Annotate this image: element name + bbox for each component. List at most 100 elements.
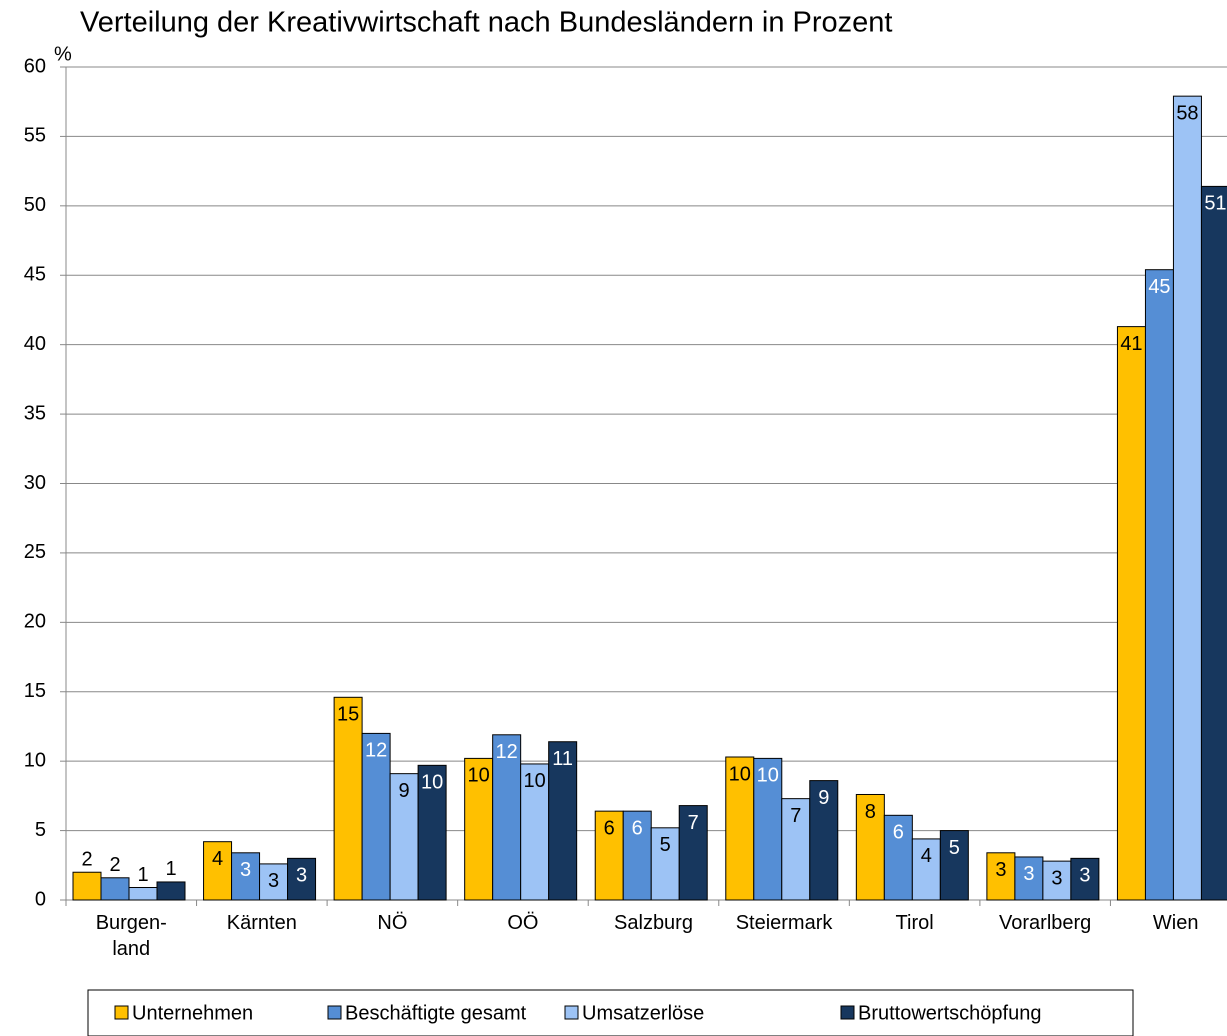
y-tick-label: 50 [24,194,46,216]
bar [809,780,839,901]
x-tick-label: Salzburg [614,912,693,934]
data-label: 11 [552,748,573,770]
data-label: 7 [688,812,699,834]
x-tick-label: Vorarlberg [999,912,1092,934]
y-axis-label: % [54,43,72,65]
legend-label: Unternehmen [132,1002,253,1024]
data-label: 58 [1176,102,1198,124]
bar [417,764,447,901]
data-label: 10 [757,765,779,787]
bar [650,827,680,901]
bar [259,863,289,901]
data-label: 51 [1204,193,1226,215]
legend-swatch [327,1005,342,1020]
y-tick-label: 20 [24,611,46,633]
data-label: 4 [921,845,932,867]
data-label: 5 [949,837,960,859]
data-label: 7 [790,805,801,827]
y-tick-label: 45 [24,264,46,286]
bar [622,810,652,901]
data-label: 3 [268,870,279,892]
data-label: 12 [365,740,387,762]
bar [287,857,317,901]
data-label: 3 [240,859,251,881]
legend-label: Bruttowertschöpfung [858,1002,1041,1024]
data-label: 6 [893,822,904,844]
data-label: 10 [421,772,443,794]
bar [1070,857,1100,901]
data-label: 8 [865,801,876,823]
data-label: 3 [296,865,307,887]
bar [855,793,885,901]
data-label: 3 [1079,865,1090,887]
bar [464,757,494,901]
data-label: 2 [109,854,120,876]
data-label: 10 [468,765,490,787]
x-tick-label: NÖ [377,912,408,934]
bar [594,810,624,901]
legend-swatch [840,1005,855,1020]
data-label: 6 [632,817,643,839]
y-tick-label: 55 [24,125,46,147]
x-tick-label: Wien [1152,912,1199,934]
legend-label: Umsatzerlöse [582,1002,704,1024]
bar [753,757,783,901]
bar [986,852,1016,901]
data-label: 3 [1051,867,1062,889]
legend-swatch [564,1005,579,1020]
data-label: 3 [995,859,1006,881]
bar [361,732,391,901]
x-tick-label: OÖ [507,912,539,934]
bar [333,696,363,901]
x-tick-label: Kärnten [226,912,297,934]
data-label: 2 [81,849,92,871]
data-label: 41 [1120,333,1142,355]
data-label: 5 [660,834,671,856]
y-tick-label: 10 [24,749,46,771]
bar [1116,326,1146,901]
y-tick-label: 15 [24,680,46,702]
bar [520,763,550,901]
x-tick-label: Burgen- land [95,912,167,960]
legend-label: Beschäftigte gesamt [345,1002,527,1024]
bar [72,871,102,901]
data-label: 9 [818,787,829,809]
bar [156,881,186,901]
bar [1200,185,1227,901]
data-label: 6 [604,817,615,839]
bar [548,741,578,901]
y-tick-label: 35 [24,402,46,424]
y-tick-label: 40 [24,333,46,355]
y-tick-label: 30 [24,472,46,494]
bar [678,805,708,901]
bar [128,887,158,901]
data-label: 3 [1023,863,1034,885]
bar [1172,95,1202,901]
data-label: 10 [524,770,546,792]
chart-title: Verteilung der Kreativwirtschaft nach Bu… [80,7,892,39]
data-label: 12 [496,741,518,763]
bar [389,773,419,901]
y-tick-label: 5 [35,819,46,841]
data-label: 4 [212,848,223,870]
data-label: 9 [399,780,410,802]
bar [1042,860,1072,901]
data-label: 15 [337,704,359,726]
bar [1014,856,1044,901]
bar [492,734,522,901]
bar [939,830,969,901]
data-label: 1 [137,864,148,886]
data-label: 1 [165,858,176,880]
data-label: 10 [729,763,751,785]
bar [1144,269,1174,901]
y-tick-label: 60 [24,55,46,77]
y-tick-label: 0 [35,888,46,910]
y-tick-label: 25 [24,541,46,563]
bar [203,841,233,901]
legend-swatch [114,1005,129,1020]
x-tick-label: Tirol [895,912,934,934]
x-tick-label: Steiermark [735,912,833,934]
legend-box [87,989,1134,1036]
